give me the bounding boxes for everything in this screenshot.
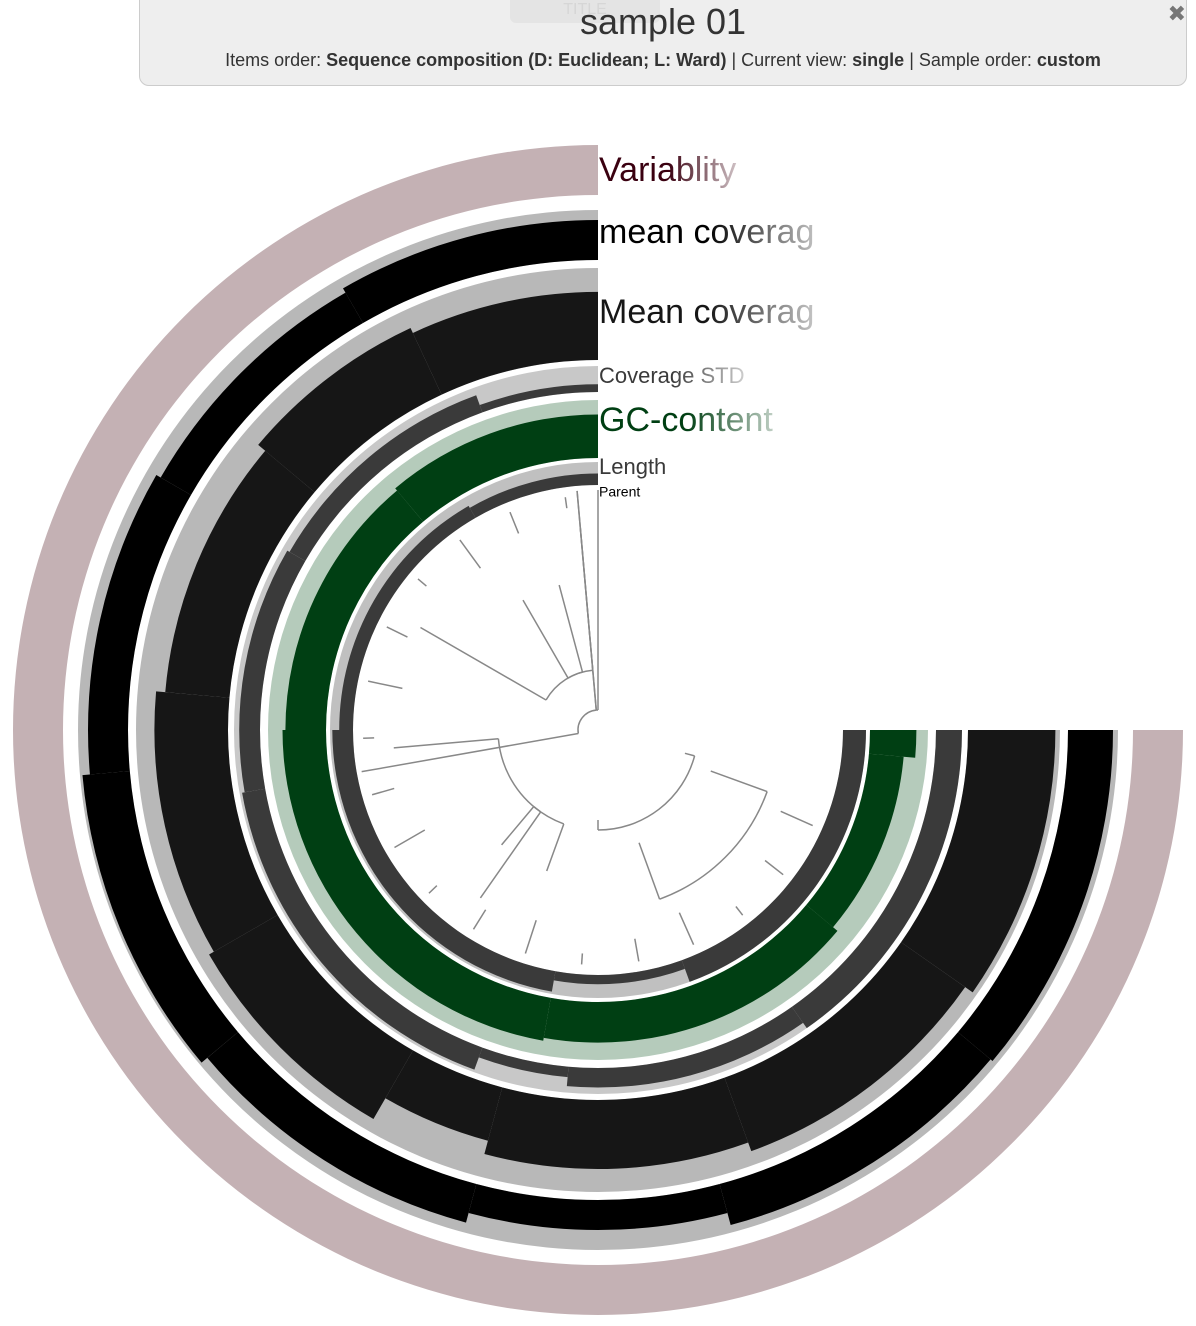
layer-bar: [901, 730, 1056, 993]
dendrogram-arc: [659, 791, 768, 900]
title-panel: TITLE sample 01 Items order: Sequence co…: [139, 0, 1187, 86]
dendrogram-arc: [597, 755, 696, 831]
layer-bar: [469, 473, 598, 518]
dendrogram-leaf: [780, 810, 813, 827]
dendrogram-branch: [522, 599, 569, 679]
subtitle-part: Sequence composition (D: Euclidean; L: W…: [326, 50, 727, 70]
layer-bar: [160, 292, 363, 495]
layer-label: mean coverag: [599, 213, 814, 251]
title-tab[interactable]: TITLE: [510, 0, 660, 23]
layer-label: Coverage STD: [599, 363, 745, 388]
dendrogram-branch: [393, 737, 499, 749]
dendrogram-leaf: [678, 912, 695, 945]
dendrogram-leaf: [509, 511, 520, 534]
layer-bar: [479, 384, 598, 413]
layer-bar: [282, 730, 551, 1041]
dendrogram-leaf: [735, 906, 744, 916]
title: sample 01: [579, 1, 747, 42]
dendrogram-leaf: [386, 626, 408, 638]
dendrogram-branch: [501, 806, 535, 846]
dendrogram-arc: [577, 709, 597, 734]
dendrogram-branch: [684, 752, 695, 757]
dendrogram-leaf: [367, 680, 403, 690]
dendrogram-leaf: [580, 953, 584, 965]
dendrogram-leaf: [524, 919, 537, 954]
dendrogram-branch: [420, 626, 547, 701]
layer-bar: [724, 942, 966, 1152]
layer-label: Variablity: [599, 151, 736, 189]
layer-label: Mean coverag: [599, 293, 814, 331]
layer-bar: [791, 730, 962, 1029]
dendrogram-leaf: [459, 539, 482, 569]
dendrogram-branch: [479, 811, 542, 899]
layer-bar: [395, 414, 598, 522]
layer-bar: [868, 730, 917, 758]
layer-bar: [958, 730, 1113, 1062]
layer-label: GC-content: [599, 401, 773, 439]
layer-bar: [289, 395, 483, 561]
dendrogram-arc: [545, 669, 593, 701]
layer-bar: [343, 220, 598, 323]
dendrogram-arc: [533, 806, 565, 825]
layer-label: Parent: [599, 484, 640, 500]
layer-bar: [484, 1077, 749, 1169]
subtitle-part: Items order:: [225, 50, 327, 70]
dendrogram-leaf: [394, 829, 426, 849]
dendrogram-leaf: [371, 787, 395, 796]
layer-bar: [385, 1050, 503, 1141]
subtitle-part: | Current view:: [726, 50, 853, 70]
layer-bar: [478, 1047, 569, 1078]
close-button[interactable]: ✖: [1167, 1, 1186, 26]
layer-bar: [209, 915, 413, 1119]
layer-bar: [719, 1032, 991, 1226]
layer-bar: [242, 788, 483, 1070]
layer-bar: [412, 291, 598, 395]
dendrogram-arc: [567, 671, 583, 679]
layer-bar: [87, 475, 191, 775]
layer-bar: [239, 550, 306, 793]
subtitle-part: custom: [1036, 50, 1101, 70]
dendrogram-branch: [558, 584, 584, 673]
dendrogram-leaf: [634, 938, 640, 962]
dendrogram-branch: [638, 842, 661, 900]
layer-bar: [154, 691, 278, 952]
subtitle-part: | Sample order:: [904, 50, 1037, 70]
dendrogram-arc: [497, 738, 542, 813]
dendrogram-branch: [710, 770, 768, 793]
layer-bar: [468, 1183, 728, 1230]
subtitle: Items order: Sequence composition (D: Eu…: [140, 50, 1186, 71]
layer-bar: [332, 730, 556, 992]
layer-bar: [258, 327, 442, 493]
layer-bar: [553, 960, 685, 985]
layer-bar: [165, 450, 315, 698]
layer-bar: [339, 505, 476, 730]
dendrogram-branch: [579, 525, 594, 671]
layer-bar: [82, 770, 238, 1063]
layer-bar: [681, 730, 866, 982]
layer-bar: [207, 1032, 477, 1223]
dendrogram-leaf: [428, 885, 438, 894]
layer-bar: [543, 904, 838, 1043]
dendrogram-branch: [545, 823, 565, 872]
subtitle-part: single: [852, 50, 905, 70]
dendrogram-leaf: [564, 497, 568, 509]
layer-bar: [566, 1006, 804, 1088]
dendrogram-branch: [361, 732, 579, 773]
dendrogram-leaf: [472, 909, 487, 930]
layer-bar: [806, 753, 904, 928]
dendrogram-leaf: [417, 578, 427, 587]
dendrogram-leaf: [764, 859, 784, 876]
layer-label: Length: [599, 454, 666, 479]
layer-bar: [285, 490, 424, 730]
